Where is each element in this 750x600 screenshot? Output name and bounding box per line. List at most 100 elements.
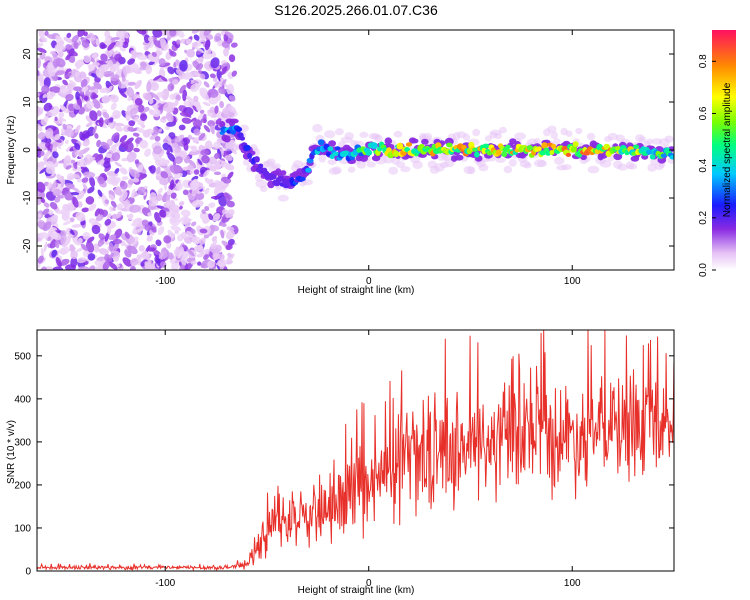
heatmap-speckle [83, 95, 89, 101]
heatmap-speckle [212, 213, 221, 222]
heatmap-speckle [188, 159, 197, 169]
heatmap-speckle [92, 98, 101, 109]
heatmap-ridge-cell [503, 165, 513, 174]
heatmap-speckle [110, 200, 117, 208]
heatmap-speckle [198, 133, 206, 141]
heatmap-speckle [132, 228, 144, 234]
heatmap-speckle [131, 223, 138, 227]
heatmap-ridge-cell [230, 118, 239, 124]
heatmap-speckle [173, 172, 183, 179]
heatmap-speckle [40, 247, 44, 257]
heatmap-speckle [60, 233, 67, 245]
heatmap-speckle [81, 86, 89, 93]
y-tick-label: 200 [14, 480, 31, 491]
heatmap-ridge-cell [472, 128, 481, 137]
heatmap-speckle [107, 42, 116, 51]
heatmap-speckle [228, 54, 236, 63]
heatmap-speckle [191, 42, 198, 48]
heatmap-speckle [75, 211, 86, 222]
heatmap-speckle [135, 30, 147, 35]
heatmap-speckle [89, 86, 97, 90]
heatmap-speckle [97, 176, 105, 185]
heatmap-speckle [173, 61, 177, 68]
heatmap-speckle [102, 111, 110, 119]
heatmap-speckle [111, 132, 120, 142]
heatmap-ridge-cell [312, 124, 323, 133]
heatmap-speckle [98, 248, 109, 255]
heatmap-speckle [199, 237, 206, 245]
heatmap-speckle [168, 30, 177, 37]
heatmap-speckle [126, 151, 137, 163]
heatmap-speckle [106, 138, 113, 146]
heatmap-speckle [167, 229, 174, 239]
heatmap-speckle [188, 150, 201, 156]
heatmap-speckle [88, 65, 96, 72]
heatmap-speckle [195, 50, 202, 55]
colorbar-tick-label: 0.4 [698, 158, 709, 172]
heatmap-speckle [191, 145, 198, 153]
heatmap-speckle [60, 105, 66, 110]
heatmap-speckle [156, 166, 161, 175]
heatmap-speckle [162, 142, 170, 151]
heatmap-speckle [80, 166, 88, 171]
heatmap-speckle [90, 92, 97, 100]
heatmap-speckle [115, 186, 122, 194]
heatmap-ridge-cell [332, 166, 342, 175]
heatmap-ridge-cell [219, 121, 226, 128]
heatmap-speckle [96, 139, 102, 148]
heatmap-speckle [117, 79, 122, 89]
heatmap-speckle [43, 102, 53, 112]
heatmap-speckle [79, 131, 85, 141]
heatmap-speckle [81, 39, 90, 48]
heatmap-speckle [218, 253, 225, 261]
heatmap-speckle [202, 101, 211, 107]
snr-x-label: Height of straight line (km) [298, 585, 415, 596]
heatmap-speckle [42, 93, 47, 99]
heatmap-speckle [186, 48, 195, 58]
heatmap-ridge-cell [344, 132, 355, 140]
heatmap-ridge-cell [501, 151, 508, 158]
heatmap-ridge-cell [482, 143, 490, 149]
heatmap-speckle [65, 94, 74, 102]
heatmap-speckle [62, 220, 72, 226]
heatmap-speckle [192, 105, 199, 113]
heatmap-speckle [121, 176, 129, 181]
heatmap-speckle [127, 126, 135, 132]
heatmap-speckle [54, 133, 61, 141]
heatmap-ridge-cell [481, 147, 487, 155]
heatmap-ridge-cell [536, 146, 542, 152]
heatmap-ridge-cell [550, 131, 558, 140]
heatmap-speckle [43, 115, 49, 123]
heatmap-speckle [110, 74, 120, 82]
heatmap-speckle [122, 66, 127, 78]
heatmap-speckle [162, 101, 173, 112]
heatmap-ridge-cell [565, 152, 572, 157]
heatmap-speckle [37, 232, 49, 239]
heatmap-speckle [199, 30, 206, 40]
heatmap-ridge-cell [454, 154, 464, 161]
heatmap-speckle [74, 142, 81, 150]
heatmap-speckle [191, 30, 200, 34]
heatmap-speckle [119, 135, 128, 143]
heatmap-speckle [64, 127, 74, 138]
heatmap-speckle [169, 165, 181, 175]
heatmap-ridge-cell [393, 130, 403, 138]
heatmap-ridge-cell [565, 130, 573, 137]
heatmap-ridge-cell [347, 166, 356, 173]
heatmap-speckle [88, 203, 97, 212]
heatmap-speckle [170, 192, 177, 199]
heatmap-speckle [204, 177, 212, 185]
heatmap-speckle [103, 156, 111, 164]
heatmap-ridge-cell [275, 168, 282, 176]
heatmap-ridge-cell [400, 166, 411, 173]
heatmap-speckle [226, 83, 235, 95]
heatmap-speckle [112, 207, 116, 211]
heatmap-speckle [193, 119, 202, 128]
heatmap-speckle [217, 159, 229, 165]
heatmap-speckle [137, 164, 144, 173]
heatmap-speckle [66, 32, 72, 39]
heatmap-speckle [231, 70, 238, 77]
heatmap-speckle [203, 30, 212, 36]
heatmap-speckle [46, 34, 57, 40]
